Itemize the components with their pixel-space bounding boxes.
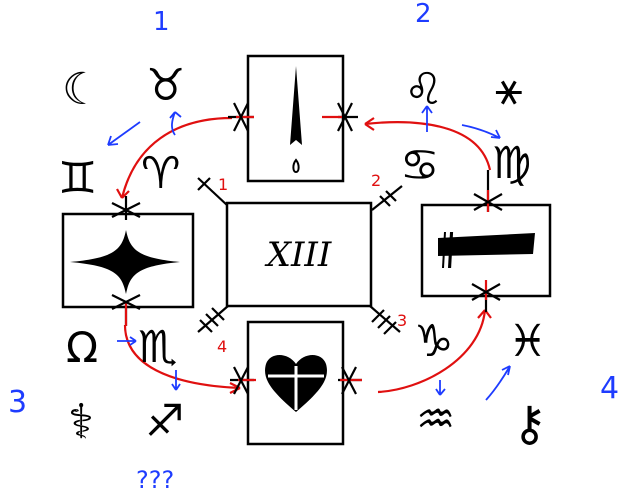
connector-bottom-left <box>197 305 229 333</box>
top-card <box>228 54 358 183</box>
connector-number-4: 4 <box>217 337 227 356</box>
connector-number-1: 1 <box>218 175 228 194</box>
needle-icon <box>290 66 302 145</box>
bar-icon <box>438 233 535 256</box>
blue-arrow-virgo <box>461 124 501 139</box>
aquarius-icon: ♒ <box>416 394 455 445</box>
blue-arrow-leo <box>421 105 433 132</box>
key-icon: ⚷ <box>512 396 547 452</box>
leo-icon: ♌ <box>404 64 443 115</box>
omega-icon: Ω <box>66 323 98 372</box>
taurus-icon: ♉ <box>146 60 185 111</box>
moon-icon: ☾ <box>62 64 101 115</box>
right-card <box>420 170 552 312</box>
red-arc-bottom-right <box>377 309 487 394</box>
virgo-icon: ♍ <box>492 138 531 189</box>
center-label: XIII <box>264 235 332 275</box>
capricorn-icon: ♑ <box>414 316 453 367</box>
corner-number-1: 1 <box>153 7 170 37</box>
blue-arrow-pisces <box>485 365 511 401</box>
connector-number-2: 2 <box>371 171 381 190</box>
sagittarius-icon: ♐ <box>145 396 184 447</box>
connector-number-3: 3 <box>397 311 407 330</box>
red-arc-bottom-left <box>123 324 241 390</box>
question-note: ??? <box>136 466 174 494</box>
cancer-icon: ♋ <box>400 140 439 191</box>
connector-top-right <box>371 185 403 211</box>
blue-arrow-sagittarius <box>171 370 181 391</box>
caduceus-icon: ⚕ <box>68 394 94 450</box>
four-point-star-icon <box>70 230 180 294</box>
connector-top-left <box>197 177 229 207</box>
corner-number-3: 3 <box>8 385 27 420</box>
blue-arrow-taurus <box>169 111 182 136</box>
gemini-icon: ♊ <box>58 153 97 204</box>
blue-arrow-scorpio <box>117 336 137 346</box>
bottom-card <box>230 320 362 446</box>
center-box <box>225 201 373 308</box>
red-arc-top-left <box>120 116 233 199</box>
left-card <box>61 196 195 326</box>
blue-arrow-gemini <box>107 121 141 146</box>
scorpio-icon: ♏ <box>138 322 177 373</box>
corner-number-2: 2 <box>415 0 432 29</box>
pisces-icon: ♓ <box>508 316 547 367</box>
corner-number-4: 4 <box>600 371 619 406</box>
connector-bottom-right <box>369 305 401 335</box>
aries-icon: ♈ <box>141 148 180 199</box>
red-arc-top-right <box>364 121 492 171</box>
blue-arrow-aquarius <box>435 380 446 396</box>
asterisk-icon: ⚹ <box>495 61 523 115</box>
